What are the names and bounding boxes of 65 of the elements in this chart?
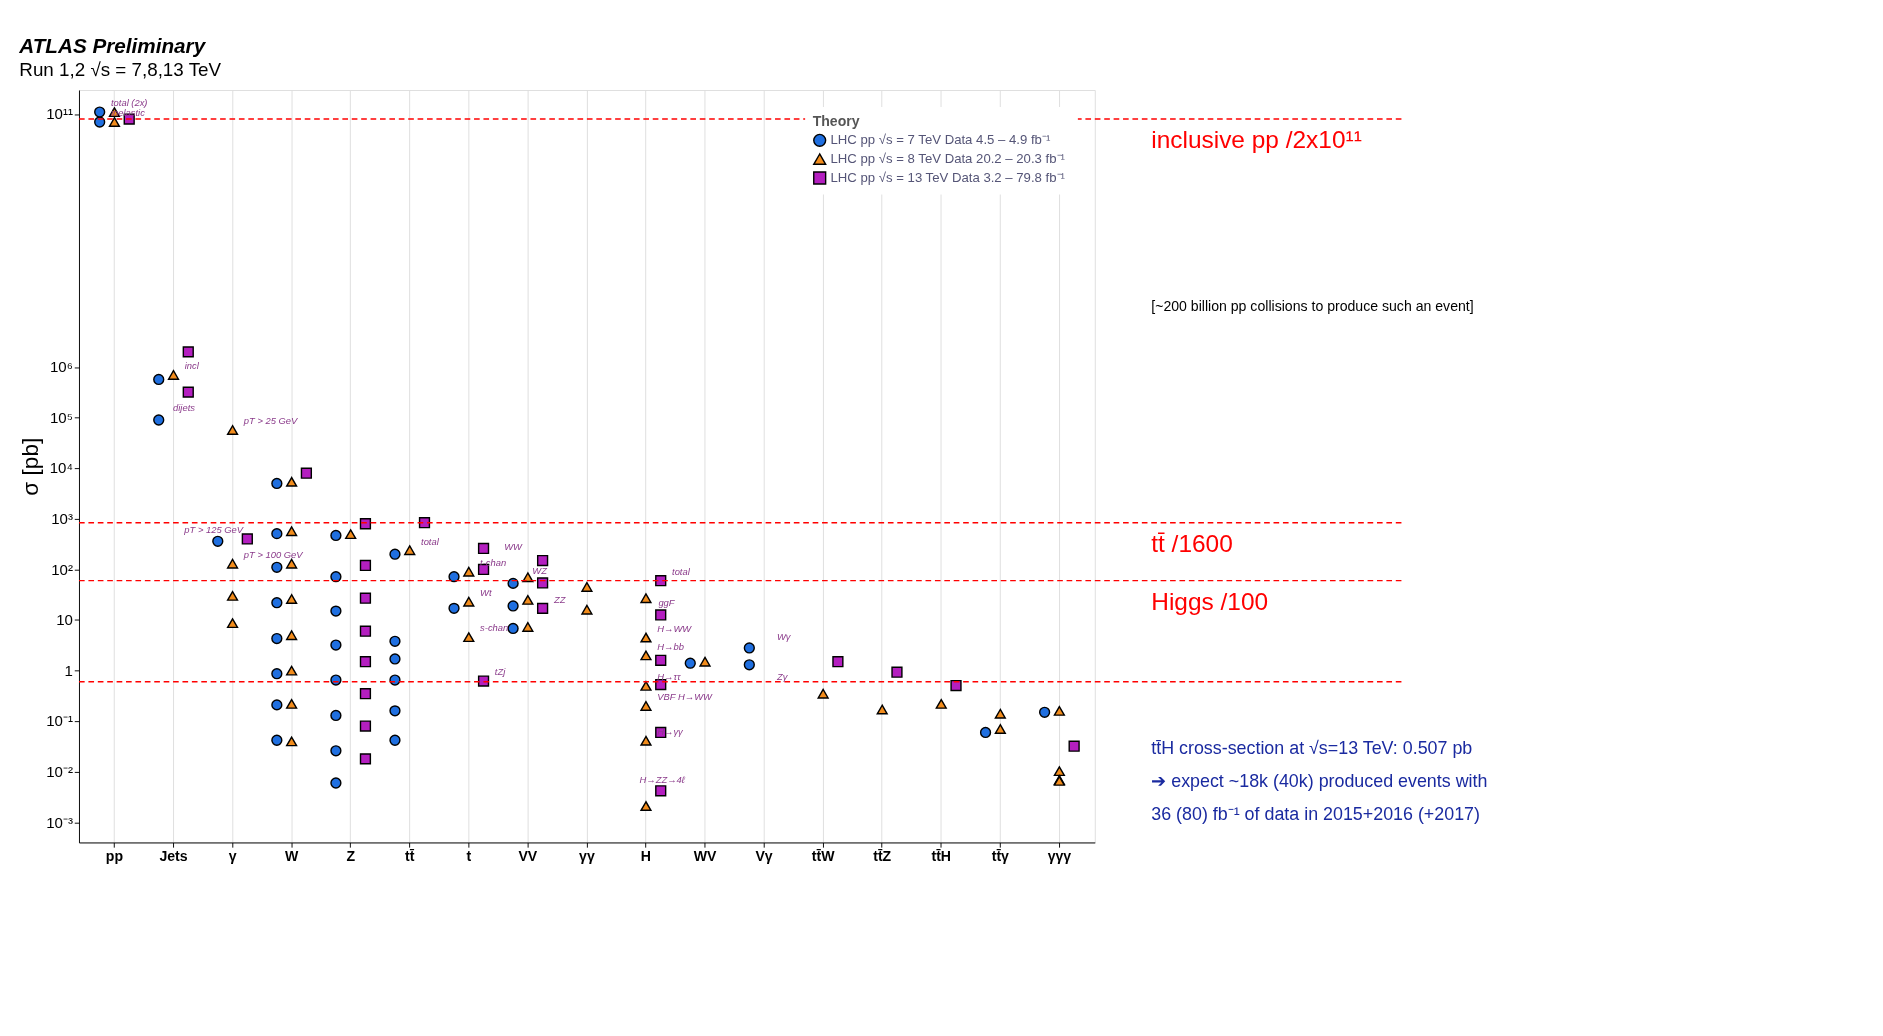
y-tick-label: 10¹¹ [46,105,73,123]
annotation: s-chan [480,622,509,634]
legend-label: LHC pp √s = 7 TeV Data 4.5 – 4.9 fb⁻¹ [830,132,1051,148]
y-axis-title: σ [pb] [17,437,43,496]
x-tick-label: tt̄Z [873,847,892,864]
y-tick-label: 10⁵ [49,408,73,426]
text: ➔ expect ~18k (40k) produced events with [1151,770,1488,791]
ref-line-label: tt̄ /1600 [1151,529,1233,557]
x-tick-label: VV [518,847,538,864]
y-tick-label: 1 [64,661,73,679]
y-tick-label: 10 [56,611,73,629]
y-tick-label: 10² [51,560,73,578]
chart-subtitle: Run 1,2 √s = 7,8,13 TeV [19,58,222,80]
y-tick-label: 10⁻³ [46,813,73,831]
x-tick-label: H [640,847,652,864]
y-tick-label: 10³ [51,510,73,528]
x-tick-label: γγγ [1047,847,1072,864]
annotation: t-chan [480,557,507,569]
annotation: Wγ [776,631,792,643]
annotation: H→bb [657,640,684,652]
annotation: ggF [658,597,676,609]
x-tick-label: γ [228,847,237,864]
annotation: Zγ [775,670,789,682]
x-tick-label: Vγ [755,847,773,864]
x-tick-label: tt̄ [405,847,416,864]
annotation: dijets [173,401,196,413]
annotation: total [421,535,440,547]
y-tick-label: 10⁴ [49,459,73,477]
annotation: tZj [494,666,507,678]
ref-line-label: inclusive pp /2x10¹¹ [1151,126,1362,154]
annotation: pT > 125 GeV [183,524,244,536]
text: tt̄H cross-section at √s=13 TeV: 0.507 pb [1151,738,1473,759]
annotation: WZ [532,565,548,577]
chart-title: ATLAS Preliminary [18,34,207,58]
annotation: total (2x) [110,97,148,109]
annotation: incl [184,360,200,372]
x-tick-label: pp [105,847,124,864]
legend-title: Theory [812,112,860,129]
y-tick-label: 10⁶ [49,358,73,376]
x-tick-label: tt̄W [811,847,836,864]
y-tick-label: 10⁻² [46,762,73,780]
annotation: pT > 100 GeV [242,549,304,561]
x-tick-label: tt̄γ [991,847,1010,864]
x-tick-label: Z [346,847,356,864]
annotation: H→ZZ→4ℓ [639,774,686,786]
legend-label: LHC pp √s = 8 TeV Data 20.2 – 20.3 fb⁻¹ [830,150,1066,166]
text: 36 (80) fb⁻¹ of data in 2015+2016 (+2017) [1151,803,1480,824]
x-tick-label: t [466,847,472,864]
x-tick-label: WV [693,847,717,864]
annotation: H→WW [657,622,693,634]
annotation: ZZ [552,593,566,605]
annotation: Wt [480,587,492,599]
annotation: WW [504,540,523,552]
y-tick-label: 10⁻¹ [46,712,73,730]
annotation: total [672,566,691,578]
x-tick-label: W [284,847,299,864]
annotation: H→ττ [657,671,681,683]
annotation: pT > 25 GeV [242,415,299,427]
ref-line-label: Higgs /100 [1151,587,1269,615]
legend-label: LHC pp √s = 13 TeV Data 3.2 – 79.8 fb⁻¹ [830,169,1066,185]
x-tick-label: γγ [579,847,595,864]
text: [~200 billion pp collisions to produce such an event] [1151,298,1474,315]
x-tick-label: tt̄H [931,847,952,864]
annotation: VBF H→WW [657,691,713,703]
x-tick-label: Jets [159,847,188,864]
